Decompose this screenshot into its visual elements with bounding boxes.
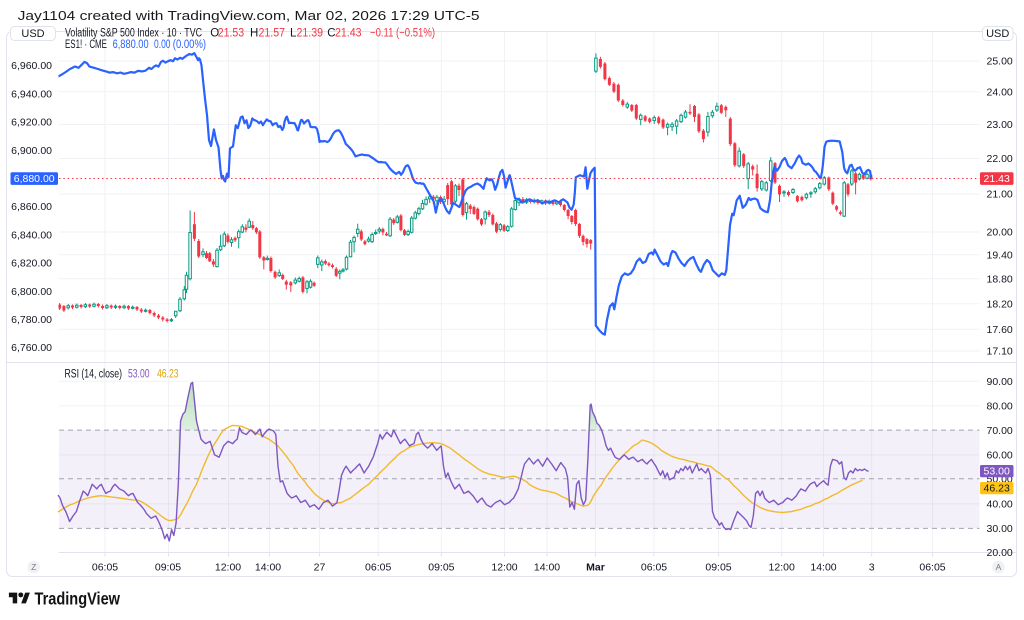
svg-text:19.40: 19.40 — [987, 250, 1013, 262]
svg-text:06:05: 06:05 — [641, 561, 667, 573]
svg-text:6,780.00: 6,780.00 — [11, 314, 52, 326]
svg-text:70.00: 70.00 — [987, 425, 1013, 437]
svg-text:RSI (14, close): RSI (14, close) — [65, 369, 123, 381]
svg-text:6,880.00: 6,880.00 — [113, 39, 149, 51]
svg-text:−0.11 (−0.51%): −0.11 (−0.51%) — [370, 28, 435, 40]
svg-text:21.53: 21.53 — [218, 28, 245, 40]
svg-text:ES1! · CME: ES1! · CME — [65, 39, 107, 51]
svg-text:18.20: 18.20 — [987, 299, 1013, 311]
svg-text:46.23: 46.23 — [157, 369, 179, 381]
svg-text:23.00: 23.00 — [987, 119, 1013, 131]
svg-text:14:00: 14:00 — [255, 561, 281, 573]
svg-text:27: 27 — [314, 561, 326, 573]
svg-text:17.10: 17.10 — [987, 346, 1013, 358]
svg-text:Z: Z — [31, 562, 36, 572]
svg-text:53.00: 53.00 — [128, 369, 150, 381]
svg-text:17.60: 17.60 — [987, 324, 1013, 336]
svg-text:12:00: 12:00 — [491, 561, 517, 573]
svg-text:12:00: 12:00 — [215, 561, 241, 573]
svg-text:30.00: 30.00 — [987, 523, 1013, 535]
svg-text:20.00: 20.00 — [987, 547, 1013, 559]
svg-text:(0.00%): (0.00%) — [173, 39, 206, 51]
svg-text:09:05: 09:05 — [428, 561, 454, 573]
svg-text:A: A — [996, 562, 1002, 572]
svg-text:53.00: 53.00 — [984, 466, 1010, 478]
svg-text:6,800.00: 6,800.00 — [11, 286, 52, 298]
svg-text:6,820.00: 6,820.00 — [11, 258, 52, 270]
svg-text:12:00: 12:00 — [769, 561, 795, 573]
svg-text:6,760.00: 6,760.00 — [11, 342, 52, 354]
svg-text:21.00: 21.00 — [987, 189, 1013, 201]
svg-text:06:05: 06:05 — [365, 561, 391, 573]
svg-text:0.00: 0.00 — [154, 39, 171, 51]
svg-text:24.00: 24.00 — [987, 87, 1013, 99]
svg-text:21.43: 21.43 — [335, 28, 362, 40]
svg-text:40.00: 40.00 — [987, 499, 1013, 511]
svg-text:21.57: 21.57 — [259, 28, 286, 40]
svg-text:USD: USD — [986, 28, 1009, 40]
svg-text:22.00: 22.00 — [987, 153, 1013, 165]
svg-text:USD: USD — [21, 28, 44, 40]
svg-text:O: O — [210, 28, 219, 40]
svg-text:3: 3 — [869, 561, 875, 573]
svg-text:09:05: 09:05 — [155, 561, 181, 573]
svg-text:14:00: 14:00 — [810, 561, 836, 573]
svg-text:Jay1104 created with TradingVi: Jay1104 created with TradingView.com, Ma… — [18, 8, 480, 23]
svg-text:H: H — [250, 28, 258, 40]
svg-text:25.00: 25.00 — [987, 56, 1013, 68]
svg-text:46.23: 46.23 — [984, 483, 1010, 495]
svg-text:6,900.00: 6,900.00 — [11, 145, 52, 157]
svg-text:C: C — [327, 28, 335, 40]
svg-text:6,940.00: 6,940.00 — [11, 88, 52, 100]
svg-text:20.00: 20.00 — [987, 227, 1013, 239]
svg-text:TradingView: TradingView — [35, 589, 121, 609]
svg-text:60.00: 60.00 — [987, 450, 1013, 462]
svg-text:L: L — [290, 28, 297, 40]
svg-text:6,880.00: 6,880.00 — [14, 173, 55, 185]
svg-text:6,840.00: 6,840.00 — [11, 229, 52, 241]
svg-text:18.80: 18.80 — [987, 273, 1013, 285]
svg-text:90.00: 90.00 — [987, 376, 1013, 388]
svg-text:6,920.00: 6,920.00 — [11, 117, 52, 129]
svg-text:09:05: 09:05 — [705, 561, 731, 573]
svg-text:21.39: 21.39 — [297, 28, 324, 40]
svg-text:6,860.00: 6,860.00 — [11, 201, 52, 213]
svg-text:80.00: 80.00 — [987, 401, 1013, 413]
svg-text:21.43: 21.43 — [984, 173, 1010, 185]
svg-text:Mar: Mar — [586, 561, 605, 573]
svg-text:06:05: 06:05 — [92, 561, 118, 573]
svg-text:06:05: 06:05 — [919, 561, 945, 573]
svg-text:14:00: 14:00 — [534, 561, 560, 573]
svg-text:6,960.00: 6,960.00 — [11, 60, 52, 72]
svg-text:Volatility S&P 500 Index · 10: Volatility S&P 500 Index · 10 · TVC — [65, 28, 202, 40]
